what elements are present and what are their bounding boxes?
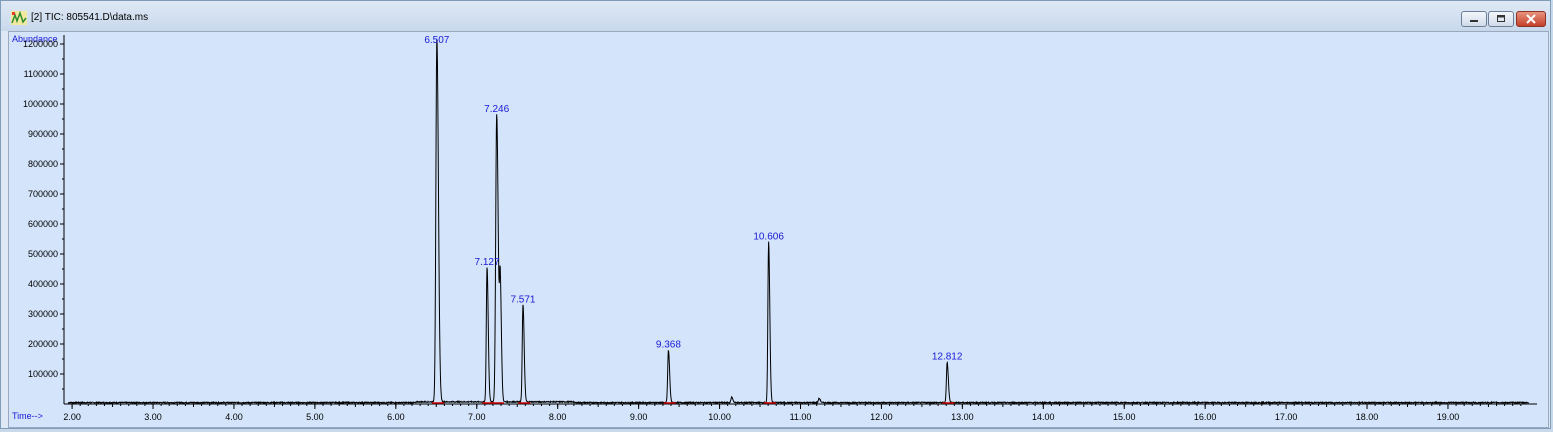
peak-label: 12.812 [932,352,963,363]
chromatogram-chart[interactable]: Abundance Time--> 100000 200000 300000 4000… [9,32,1548,427]
x-tick-label: 7.00 [468,412,486,422]
x-tick-label: 19.00 [1437,412,1460,422]
peak-label: 7.571 [510,295,535,306]
window-title: [2] TIC: 805541.D\data.ms [31,12,149,23]
close-icon [1526,14,1536,24]
y-tick-label: 700000 [28,189,58,199]
peak-label: 10.606 [753,232,784,243]
chromatogram-plot-area[interactable]: Abundance Time--> 100000 200000 300000 4000… [8,31,1549,428]
x-tick-label: 12.00 [870,412,893,422]
peak-label: 9.368 [656,340,681,351]
y-tick-label: 1100000 [24,69,58,79]
x-tick-label: 5.00 [306,412,324,422]
peak-label: 6.507 [424,35,449,46]
x-tick-label: 18.00 [1356,412,1379,422]
y-tick-label: 1200000 [23,39,58,49]
y-tick-label: 800000 [28,159,58,169]
x-tick-label: 6.00 [387,412,405,422]
y-tick-label: 900000 [28,129,58,139]
minimize-icon [1470,20,1478,22]
tic-trace-layer [67,39,1530,405]
peak-labels: 6.507 7.127 7.246 7.571 9.368 10.606 12.812 [424,35,963,363]
title-bar[interactable]: [2] TIC: 805541.D\data.ms [1,1,1550,31]
x-tick-label: 16.00 [1194,412,1217,422]
x-tick-label: 3.00 [144,412,162,422]
x-tick-label: 8.00 [549,412,567,422]
minimize-button[interactable] [1461,11,1487,27]
y-axis-label: Abundance [12,34,58,44]
peak-label: 7.127 [475,257,500,268]
restore-button[interactable] [1488,11,1514,27]
x-tick-label: 17.00 [1275,412,1298,422]
y-tick-label: 600000 [28,219,58,229]
y-tick-label: 400000 [28,279,58,289]
y-tick-label: 500000 [28,249,58,259]
close-button[interactable] [1516,11,1546,27]
x-tick-label: 4.00 [225,412,243,422]
x-axis-label: Time--> [12,411,43,421]
axes [63,35,1537,405]
y-ticks: 100000 200000 300000 400000 500000 600000 7000… [23,39,64,390]
x-tick-label: 2.00 [63,412,81,422]
chromatogram-app-icon [11,11,27,25]
x-tick-label: 11.00 [790,412,812,422]
x-ticks: 2.00 3.00 4.00 5.00 6.00 7.00 8.00 9.00 10.00 11.… [63,404,1522,422]
y-tick-label: 200000 [28,339,58,349]
tic-trace [67,39,1530,405]
y-tick-label: 100000 [28,369,58,379]
peak-label: 7.246 [484,104,509,115]
x-tick-label: 14.00 [1032,412,1055,422]
x-tick-label: 15.00 [1113,412,1136,422]
y-tick-label: 1000000 [23,99,58,109]
x-tick-label: 10.00 [708,412,731,422]
y-tick-label: 300000 [28,309,58,319]
restore-icon [1497,15,1505,22]
x-tick-label: 13.00 [951,412,974,422]
x-tick-label: 9.00 [630,412,648,422]
